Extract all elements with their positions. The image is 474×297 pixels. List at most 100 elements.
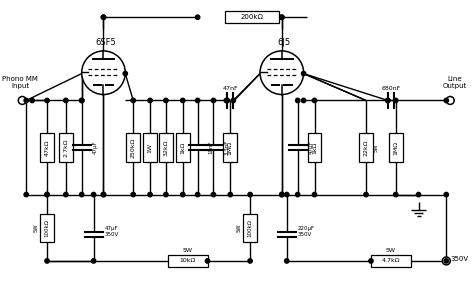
Text: 1W: 1W	[147, 143, 153, 152]
Circle shape	[228, 192, 232, 197]
Circle shape	[101, 15, 106, 19]
Circle shape	[195, 15, 200, 19]
Bar	[126, 133, 140, 162]
Text: 47μF
350V: 47μF 350V	[104, 226, 119, 237]
Circle shape	[148, 192, 152, 197]
Circle shape	[91, 192, 96, 197]
Text: 5W: 5W	[386, 248, 396, 253]
Circle shape	[45, 98, 49, 103]
Bar	[159, 133, 173, 162]
Bar	[308, 133, 321, 162]
Circle shape	[24, 98, 28, 103]
Circle shape	[45, 192, 49, 197]
Circle shape	[280, 192, 284, 197]
Circle shape	[123, 71, 128, 76]
Circle shape	[195, 98, 200, 103]
Circle shape	[312, 98, 317, 103]
Text: 1MΩ: 1MΩ	[393, 140, 398, 154]
Circle shape	[64, 98, 68, 103]
Circle shape	[280, 15, 284, 19]
Text: 47μF: 47μF	[92, 141, 98, 154]
Circle shape	[393, 98, 398, 103]
Circle shape	[131, 98, 136, 103]
Text: 5W: 5W	[182, 248, 193, 253]
Circle shape	[82, 51, 125, 94]
Circle shape	[369, 259, 373, 263]
Text: 1kΩ: 1kΩ	[180, 141, 185, 154]
Circle shape	[24, 192, 28, 197]
Circle shape	[444, 259, 448, 263]
Bar	[40, 133, 54, 162]
Bar	[359, 133, 373, 162]
Bar	[225, 11, 279, 23]
Text: 22kΩ: 22kΩ	[364, 139, 368, 156]
Bar	[389, 133, 403, 162]
Circle shape	[295, 98, 300, 103]
Text: 47kΩ: 47kΩ	[45, 139, 49, 156]
Text: 4.7kΩ: 4.7kΩ	[382, 258, 400, 263]
Text: 5W: 5W	[236, 223, 241, 232]
Text: 220μF
350V: 220μF 350V	[298, 226, 315, 237]
Circle shape	[101, 192, 106, 197]
Circle shape	[442, 257, 450, 265]
Text: 3.3nF: 3.3nF	[224, 140, 229, 155]
Circle shape	[312, 192, 317, 197]
Circle shape	[444, 98, 448, 103]
Text: 6J5: 6J5	[277, 38, 291, 47]
Circle shape	[248, 259, 252, 263]
Text: Phono MM
Input: Phono MM Input	[2, 75, 38, 89]
Circle shape	[416, 192, 421, 197]
Circle shape	[205, 259, 210, 263]
Circle shape	[45, 192, 49, 197]
Circle shape	[386, 98, 390, 103]
Circle shape	[280, 15, 284, 19]
Bar	[176, 133, 190, 162]
Text: 100kΩ: 100kΩ	[247, 219, 253, 237]
Circle shape	[45, 259, 49, 263]
Text: 350V: 350V	[450, 256, 468, 262]
Circle shape	[211, 98, 216, 103]
Bar	[168, 255, 208, 267]
Circle shape	[446, 97, 454, 105]
Circle shape	[301, 71, 306, 76]
Circle shape	[444, 192, 448, 197]
Text: 10kΩ: 10kΩ	[180, 258, 196, 263]
Circle shape	[260, 51, 304, 94]
Text: 10nF: 10nF	[209, 141, 213, 154]
Text: 1kΩ: 1kΩ	[312, 141, 317, 154]
Text: 32kΩ: 32kΩ	[164, 139, 168, 156]
Circle shape	[91, 259, 96, 263]
Circle shape	[80, 98, 84, 103]
Bar	[40, 214, 54, 242]
Circle shape	[101, 192, 106, 197]
Circle shape	[30, 98, 34, 103]
Text: 47nF: 47nF	[222, 86, 238, 91]
Text: 250kΩ: 250kΩ	[131, 138, 136, 158]
Circle shape	[301, 98, 306, 103]
Bar	[243, 214, 257, 242]
Bar	[59, 133, 73, 162]
Text: 200kΩ: 200kΩ	[241, 14, 264, 20]
Circle shape	[225, 98, 229, 103]
Circle shape	[148, 98, 152, 103]
Circle shape	[295, 192, 300, 197]
Text: 47μF: 47μF	[309, 141, 314, 154]
Text: 1MΩ: 1MΩ	[228, 140, 233, 154]
Text: 2.7kΩ: 2.7kΩ	[64, 138, 68, 157]
Circle shape	[231, 98, 236, 103]
Circle shape	[181, 98, 185, 103]
Circle shape	[284, 192, 289, 197]
Circle shape	[164, 98, 168, 103]
Circle shape	[195, 192, 200, 197]
Text: 6SF5: 6SF5	[95, 38, 116, 47]
Circle shape	[393, 192, 398, 197]
Circle shape	[164, 192, 168, 197]
Text: 5W: 5W	[33, 223, 38, 232]
Circle shape	[386, 98, 390, 103]
Circle shape	[80, 98, 84, 103]
Circle shape	[131, 192, 136, 197]
Circle shape	[101, 15, 106, 19]
Bar	[223, 133, 237, 162]
Circle shape	[18, 97, 26, 105]
Text: Line
Output: Line Output	[443, 75, 467, 89]
